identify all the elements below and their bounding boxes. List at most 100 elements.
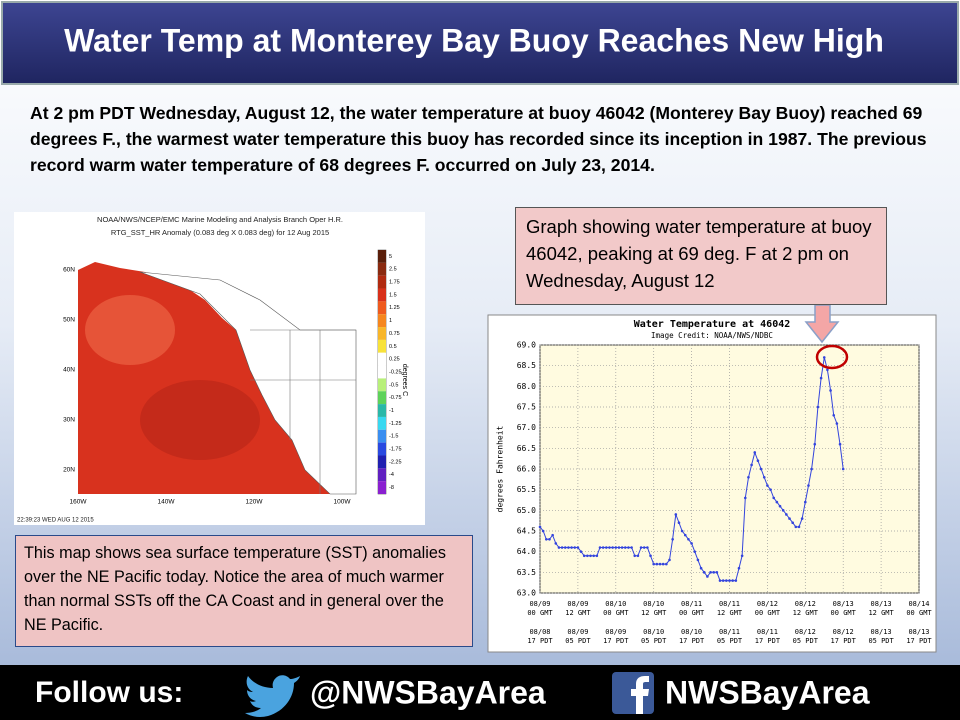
data-point bbox=[810, 467, 813, 471]
lat-label: 30N bbox=[63, 417, 75, 424]
data-point bbox=[750, 463, 753, 467]
colorbar-label: -1.75 bbox=[389, 447, 402, 453]
data-point bbox=[655, 562, 659, 566]
data-point bbox=[762, 475, 766, 479]
colorbar-label: 1.25 bbox=[389, 305, 400, 311]
x-tick-label: 00 GMT bbox=[755, 609, 781, 617]
data-point bbox=[807, 484, 810, 487]
lon-label: 160W bbox=[70, 499, 88, 506]
data-point bbox=[639, 546, 643, 549]
colorbar-swatch bbox=[378, 301, 386, 315]
data-point bbox=[548, 537, 551, 541]
colorbar-swatch bbox=[378, 404, 386, 417]
x-tick-label: 08/14 bbox=[908, 600, 929, 608]
data-point bbox=[595, 554, 599, 558]
map-subtitle: RTG_SST_HR Anomaly (0.083 deg X 0.083 de… bbox=[111, 228, 329, 237]
data-point bbox=[605, 546, 608, 549]
data-point bbox=[671, 537, 674, 541]
data-point bbox=[541, 529, 545, 533]
colorbar-swatch bbox=[378, 468, 386, 482]
twitter-handle[interactable]: @NWSBayArea bbox=[310, 674, 546, 710]
map-borders bbox=[250, 329, 356, 494]
x-tick-label: 00 GMT bbox=[527, 609, 553, 617]
colorbar-swatch bbox=[378, 455, 386, 469]
data-point bbox=[712, 571, 716, 574]
data-point bbox=[699, 566, 703, 570]
data-point bbox=[835, 422, 839, 425]
y-tick-label: 63.5 bbox=[517, 568, 536, 577]
data-point bbox=[706, 575, 709, 578]
y-tick-label: 68.5 bbox=[517, 361, 536, 370]
intro-text: At 2 pm PDT Wednesday, August 12, the wa… bbox=[30, 103, 927, 175]
colorbar-label: 0.25 bbox=[389, 357, 400, 363]
data-point bbox=[797, 525, 801, 529]
data-point bbox=[822, 356, 826, 359]
colorbar-swatch bbox=[378, 391, 386, 405]
colorbar-swatch bbox=[378, 378, 386, 392]
x-tick-label: 08/11 bbox=[719, 628, 740, 636]
lat-label: 20N bbox=[63, 467, 75, 474]
colorbar-label: -0.75 bbox=[389, 395, 402, 401]
data-point bbox=[753, 451, 757, 454]
x-tick-label: 05 PDT bbox=[565, 637, 591, 645]
colorbar-swatch bbox=[378, 442, 386, 456]
data-point bbox=[608, 546, 611, 549]
x-tick-label: 08/09 bbox=[529, 600, 550, 608]
data-point bbox=[614, 546, 618, 549]
lat-label: 40N bbox=[63, 367, 75, 374]
x-tick-label: 08/13 bbox=[908, 628, 929, 636]
data-point bbox=[756, 459, 760, 463]
x-tick-label: 00 GMT bbox=[831, 609, 857, 617]
data-point bbox=[567, 546, 570, 549]
footer-bar bbox=[0, 665, 960, 720]
data-point bbox=[683, 533, 687, 537]
colorbar-label: -4 bbox=[389, 472, 394, 478]
highlight-circle bbox=[815, 344, 849, 370]
data-point bbox=[791, 521, 794, 525]
data-point bbox=[775, 500, 779, 504]
map-warm-patch bbox=[140, 380, 260, 460]
follow-label: Follow us: bbox=[35, 676, 183, 709]
chart-title: Water Temperature at 46042 bbox=[634, 319, 791, 330]
data-point bbox=[740, 554, 744, 558]
colorbar-swatch bbox=[378, 416, 386, 430]
x-tick-label: 08/10 bbox=[643, 628, 664, 636]
y-axis-label: degrees Fahrenheit bbox=[496, 425, 505, 512]
x-tick-label: 08/12 bbox=[795, 600, 816, 608]
colorbar-label: 2.5 bbox=[389, 267, 397, 273]
colorbar-swatch bbox=[378, 339, 386, 353]
data-point bbox=[737, 566, 741, 570]
data-point bbox=[582, 554, 586, 558]
x-tick-label: 00 GMT bbox=[906, 609, 932, 617]
map-caption: This map shows sea surface temperature (… bbox=[15, 535, 473, 647]
colorbar-swatch bbox=[378, 352, 386, 366]
twitter-icon[interactable] bbox=[245, 675, 300, 717]
data-point bbox=[829, 389, 832, 392]
data-point bbox=[665, 562, 668, 566]
data-point bbox=[759, 467, 763, 471]
colorbar-swatch bbox=[378, 429, 386, 443]
data-point bbox=[800, 517, 804, 520]
x-tick-label: 08/10 bbox=[643, 600, 664, 608]
x-tick-label: 05 PDT bbox=[717, 637, 743, 645]
data-point bbox=[788, 517, 791, 520]
data-point bbox=[721, 579, 725, 582]
colorbar-title: degrees C bbox=[401, 364, 408, 396]
data-point bbox=[617, 546, 621, 549]
data-point bbox=[674, 513, 678, 516]
data-point bbox=[819, 376, 823, 380]
data-point bbox=[778, 504, 782, 508]
map-coast bbox=[139, 271, 357, 495]
lat-label: 50N bbox=[63, 317, 75, 324]
data-point bbox=[598, 546, 602, 549]
y-tick-label: 63.0 bbox=[517, 589, 536, 598]
callout-box: Graph showing water temperature at buoy … bbox=[515, 207, 887, 305]
data-point bbox=[772, 496, 776, 500]
data-point bbox=[709, 571, 712, 574]
data-point bbox=[804, 500, 807, 504]
colorbar-label: -0.25 bbox=[389, 369, 402, 375]
facebook-page[interactable]: NWSBayArea bbox=[665, 674, 870, 710]
data-point bbox=[832, 413, 836, 417]
x-tick-label: 17 PDT bbox=[603, 637, 629, 645]
